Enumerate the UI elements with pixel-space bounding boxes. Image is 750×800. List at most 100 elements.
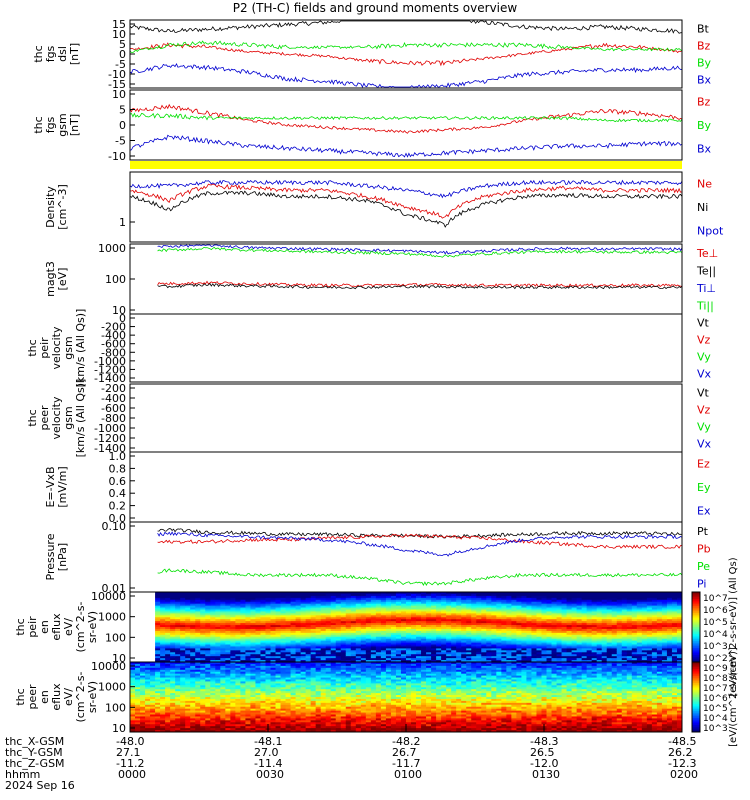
ytick-fgs_dsl-1: 10 — [112, 28, 126, 41]
legend-pressure-3: Pi — [697, 577, 706, 590]
legend-peir_velocity-3: Vx — [697, 368, 712, 381]
footer-col-0-3: 0000 — [118, 768, 146, 781]
ylabel-peir_velocity-1: peir — [38, 337, 51, 359]
ytick-peir_velocity-4: -800 — [101, 346, 126, 359]
ytick-peir_spec-1: 1000 — [98, 611, 126, 624]
series-temperature-Ti⊥ — [157, 244, 683, 255]
legend-efield-2: Ex — [697, 504, 711, 517]
footer-row-label-2: thc_Z-GSM — [5, 757, 65, 770]
ylabel-temperature-0: magt3 — [44, 261, 57, 297]
series-fgs_gsm-Bx — [129, 134, 683, 158]
colorbar-peir_spec — [692, 592, 700, 663]
series-fgs_gsm-Bz — [129, 103, 683, 134]
legend-fgs_dsl-0: Bt — [697, 23, 710, 36]
ylabel-density-0: Density — [44, 186, 57, 228]
legend-fgs_gsm-0: Bz — [697, 96, 711, 109]
legend-peer_velocity-0: Vt — [697, 387, 710, 400]
panel-frame-fgs_dsl — [129, 19, 683, 89]
cbar-label-peir_spec: [eV/(cm^2-s-sr-eV)] (All Qs) — [728, 557, 739, 696]
footer-col-2-0: -48.2 — [392, 735, 420, 748]
footer-col-4-3: 0200 — [670, 768, 698, 781]
ylabel-peir_velocity-2: velocity — [50, 326, 63, 369]
ytick-fgs_dsl-4: -5 — [115, 58, 126, 71]
ylabel-peer_velocity-2: velocity — [50, 396, 63, 439]
footer-row-label-3: hhmm — [5, 768, 40, 781]
ytick-peer_velocity-0: -200 — [101, 382, 126, 395]
ylabel-peer_velocity-1: peer — [38, 405, 51, 431]
series-pressure-Pi — [157, 531, 683, 557]
cbar-tick-peer_spec-5: 10^4 — [703, 714, 728, 724]
ytick-peir_velocity-3: -600 — [101, 338, 126, 351]
ytick-temperature-0: 1000 — [98, 242, 126, 255]
cbar-tick-peir_spec-1: 10^6 — [703, 606, 728, 616]
legend-pressure-2: Pe — [697, 560, 710, 573]
ylabel-efield-1: [mV/m] — [56, 466, 69, 507]
ylabel-peer_velocity-4: [km/s (All Qs)] — [74, 379, 87, 458]
ytick-peir_velocity-2: -400 — [101, 329, 126, 342]
series-fgs_dsl-By — [129, 40, 683, 53]
ytick-peer_velocity-5: -1200 — [94, 432, 126, 445]
series-density-Npot — [129, 179, 683, 199]
ytick-fgs_gsm-3: -5 — [115, 135, 126, 148]
ylabel-fgs_gsm-1: fgs — [44, 116, 57, 133]
footer-col-3-2: -12.0 — [530, 757, 558, 770]
ytick-peer_velocity-6: -1400 — [94, 442, 126, 455]
ytick-peir_velocity-6: -1200 — [94, 363, 126, 376]
ytick-fgs_dsl-0: 15 — [112, 18, 126, 31]
legend-fgs_dsl-3: Bx — [697, 74, 712, 87]
footer-col-0-0: -48.0 — [116, 735, 144, 748]
footer-col-1-0: -48.1 — [254, 735, 282, 748]
series-temperature-Ti|| — [157, 246, 683, 258]
ylabel-fgs_gsm-3: [nT] — [68, 114, 81, 136]
ytick-peir_velocity-7: -1400 — [94, 372, 126, 385]
cbar-tick-peer_spec-3: 10^6 — [703, 694, 728, 704]
legend-fgs_gsm-2: Bx — [697, 142, 712, 155]
series-fgs_dsl-Bx — [129, 62, 683, 88]
cbar-tick-peer_spec-0: 10^9 — [703, 664, 728, 674]
legend-peir_velocity-1: Vz — [697, 334, 711, 347]
ytick-peir_spec-2: 100 — [105, 631, 126, 644]
footer-col-0-2: -11.2 — [116, 757, 144, 770]
ylabel-peir_spec-3: eflux — [50, 613, 63, 641]
footer-row-label-0: thc_X-GSM — [5, 735, 64, 748]
legend-pressure-0: Pt — [697, 525, 709, 538]
ylabel-peir_spec-6: sr-eV) — [86, 611, 99, 643]
spectrogram-peer_spec — [130, 662, 683, 733]
legend-density-2: Npot — [697, 224, 724, 237]
ylabel-fgs_gsm-0: thc — [32, 116, 45, 133]
chart-title: P2 (TH-C) fields and ground moments over… — [233, 1, 518, 15]
panel-frame-efield — [129, 451, 683, 523]
footer-row-label-4: 2024 Sep 16 — [5, 779, 75, 792]
cbar-tick-peer_spec-1: 10^8 — [703, 674, 728, 684]
ytick-peer_spec-3: 10 — [112, 722, 126, 735]
cbar-label-peer_spec: [eV/(cm^2-s-sr-eV)] — [728, 647, 739, 747]
ytick-pressure-0: 0.10 — [102, 520, 127, 533]
series-density-Ne — [129, 183, 683, 219]
footer-col-2-3: 0100 — [394, 768, 422, 781]
ylabel-peir_spec-5: (cm^2-s- — [74, 602, 87, 653]
ylabel-temperature-1: [eV] — [56, 268, 69, 291]
series-temperature-Te|| — [157, 282, 683, 290]
cbar-tick-peir_spec-5: 10^2 — [703, 654, 728, 664]
ylabel-peir_velocity-4: [km/s (All Qs)] — [74, 309, 87, 388]
footer-row-label-1: thc_Y-GSM — [5, 746, 63, 759]
ytick-efield-4: 0.2 — [109, 500, 127, 513]
ytick-fgs_dsl-3: 0 — [119, 48, 126, 61]
footer-col-1-3: 0030 — [256, 768, 284, 781]
legend-temperature-0: Te⊥ — [696, 247, 718, 260]
ytick-peer_spec-1: 1000 — [98, 681, 126, 694]
legend-temperature-2: Ti⊥ — [696, 282, 716, 295]
ylabel-density-1: [cm^-3] — [56, 184, 69, 230]
ytick-fgs_gsm-4: -10 — [108, 150, 126, 163]
legend-peer_velocity-3: Vx — [697, 438, 712, 451]
footer-col-3-3: 0130 — [532, 768, 560, 781]
series-density-Ni — [129, 190, 683, 228]
ylabel-pressure-0: Pressure — [44, 533, 57, 580]
cbar-tick-peir_spec-3: 10^4 — [703, 630, 728, 640]
quality-flag-bar — [130, 161, 682, 169]
colorbar-peer_spec — [692, 662, 700, 733]
footer-col-1-2: -11.4 — [254, 757, 282, 770]
ylabel-efield-0: E=-VxB — [44, 466, 57, 507]
legend-fgs_dsl-1: Bz — [697, 40, 711, 53]
